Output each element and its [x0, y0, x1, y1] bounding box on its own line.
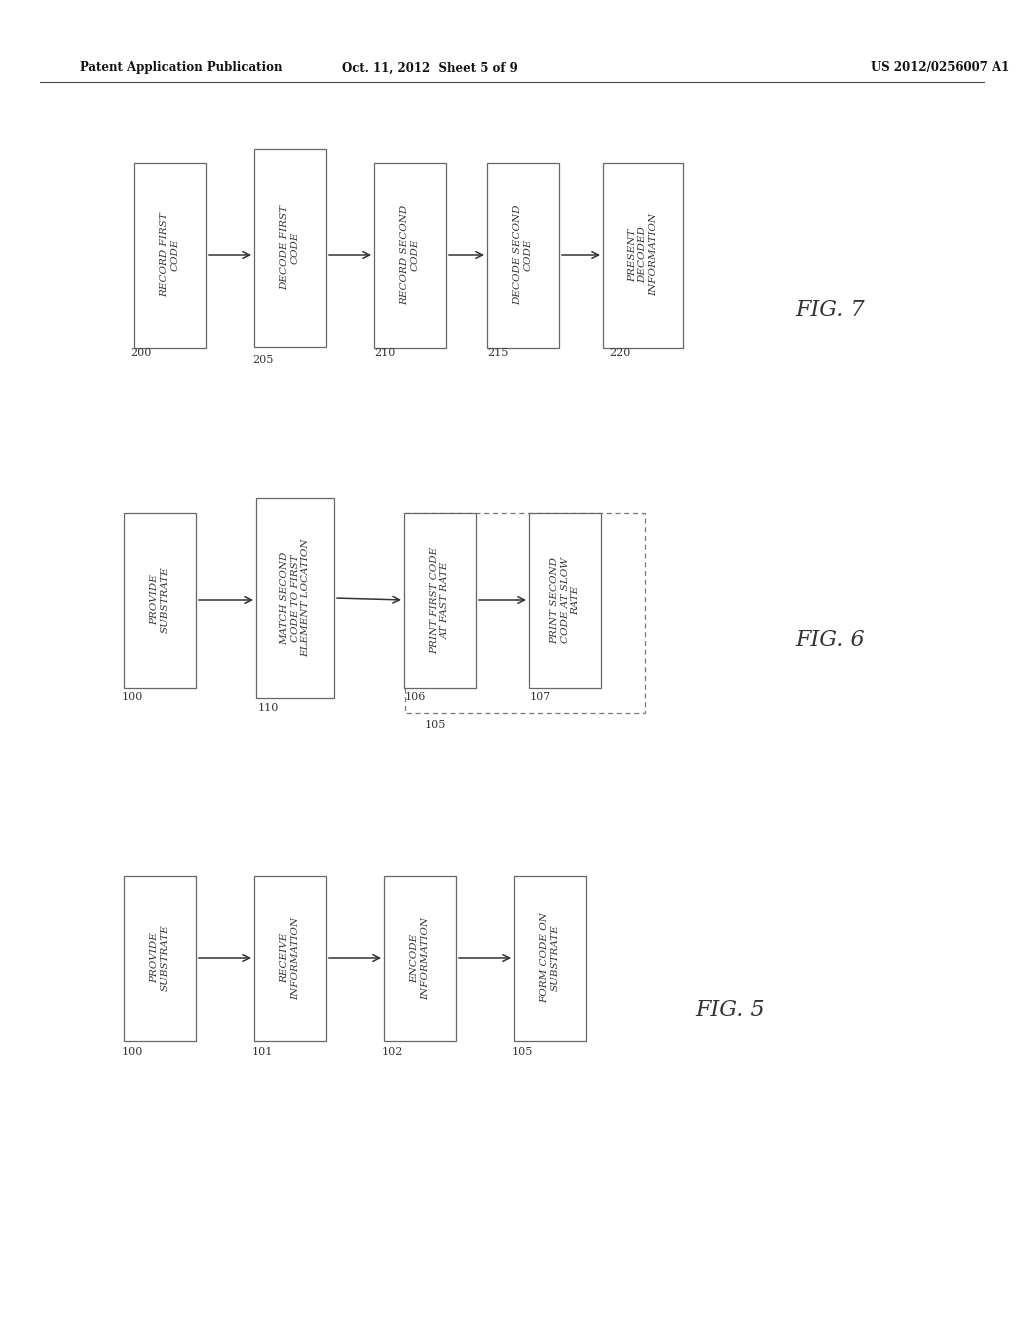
Bar — [487, 162, 559, 347]
Text: DECODE SECOND
CODE: DECODE SECOND CODE — [513, 205, 532, 305]
Text: 107: 107 — [530, 692, 551, 702]
Text: ENCODE
INFORMATION: ENCODE INFORMATION — [411, 916, 430, 999]
Text: 110: 110 — [258, 704, 280, 713]
Text: 210: 210 — [374, 348, 395, 358]
Bar — [384, 875, 456, 1040]
Text: FIG. 7: FIG. 7 — [796, 300, 865, 321]
Text: PRESENT
DECODED
INFORMATION: PRESENT DECODED INFORMATION — [628, 214, 657, 297]
Text: RECEIVE
INFORMATION: RECEIVE INFORMATION — [281, 916, 300, 999]
Text: 105: 105 — [425, 719, 446, 730]
Text: Oct. 11, 2012  Sheet 5 of 9: Oct. 11, 2012 Sheet 5 of 9 — [342, 62, 518, 74]
Text: FORM CODE ON
SUBSTRATE: FORM CODE ON SUBSTRATE — [541, 912, 560, 1003]
Bar — [404, 512, 476, 688]
Text: RECORD FIRST
CODE: RECORD FIRST CODE — [161, 213, 179, 297]
Bar — [254, 875, 326, 1040]
Text: 220: 220 — [609, 348, 631, 358]
Text: US 2012/0256007 A1: US 2012/0256007 A1 — [870, 62, 1009, 74]
Bar — [124, 512, 196, 688]
Text: 200: 200 — [130, 348, 152, 358]
Text: PRINT SECOND
CODE AT SLOW
RATE: PRINT SECOND CODE AT SLOW RATE — [550, 557, 580, 644]
Text: 215: 215 — [487, 348, 508, 358]
Text: PROVIDE
SUBSTRATE: PROVIDE SUBSTRATE — [151, 924, 170, 991]
Text: 102: 102 — [382, 1047, 403, 1057]
Text: 105: 105 — [512, 1047, 534, 1057]
Text: RECORD SECOND
CODE: RECORD SECOND CODE — [400, 205, 420, 305]
Bar — [603, 162, 683, 347]
Bar — [124, 875, 196, 1040]
Text: Patent Application Publication: Patent Application Publication — [80, 62, 283, 74]
Text: FIG. 5: FIG. 5 — [695, 999, 765, 1020]
Text: 101: 101 — [252, 1047, 273, 1057]
Bar — [514, 875, 586, 1040]
Text: PRINT FIRST CODE
AT FAST RATE: PRINT FIRST CODE AT FAST RATE — [430, 546, 450, 653]
Text: 205: 205 — [252, 355, 273, 366]
Text: 100: 100 — [122, 692, 143, 702]
Bar — [256, 498, 334, 698]
Text: 100: 100 — [122, 1047, 143, 1057]
Bar — [254, 149, 326, 347]
Bar — [374, 162, 446, 347]
Text: DECODE FIRST
CODE: DECODE FIRST CODE — [281, 206, 300, 290]
Bar — [529, 512, 601, 688]
Bar — [406, 513, 645, 713]
Text: FIG. 6: FIG. 6 — [796, 630, 865, 651]
Text: PROVIDE
SUBSTRATE: PROVIDE SUBSTRATE — [151, 566, 170, 634]
Text: MATCH SECOND
CODE TO FIRST
ELEMENT LOCATION: MATCH SECOND CODE TO FIRST ELEMENT LOCAT… — [281, 539, 310, 657]
Text: 106: 106 — [406, 692, 426, 702]
Bar — [134, 162, 206, 347]
